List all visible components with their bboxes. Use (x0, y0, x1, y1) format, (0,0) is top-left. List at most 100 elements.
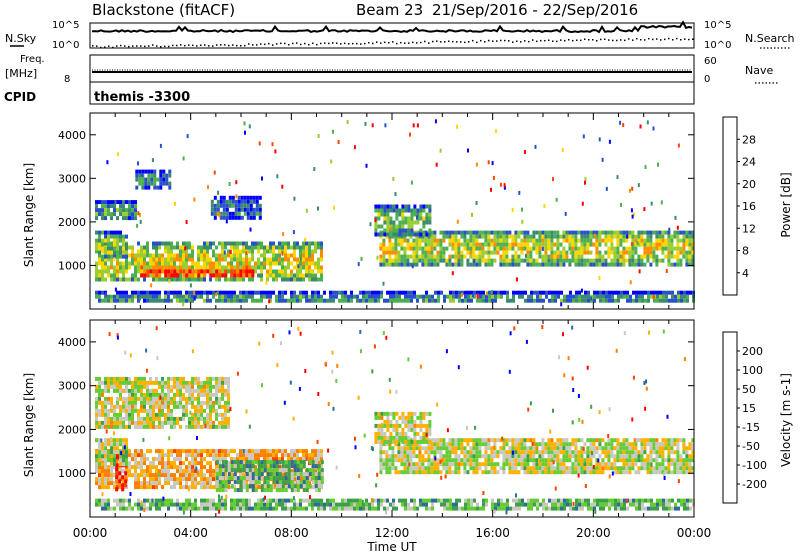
power-cell (203, 265, 206, 270)
power-noise (159, 143, 162, 148)
power-cell (185, 269, 189, 274)
power-cell (569, 298, 572, 303)
velocity-cell (257, 472, 261, 477)
power-cell (424, 258, 428, 263)
velocity-cell (535, 446, 539, 451)
power-cell (686, 294, 689, 299)
power-noise (552, 177, 554, 182)
velocity-cell (676, 462, 680, 467)
power-cell (685, 238, 689, 243)
power-cell (101, 200, 104, 205)
power-cell (469, 238, 473, 243)
velocity-cell (95, 420, 98, 425)
velocity-cell (571, 438, 575, 443)
power-cell (110, 242, 113, 247)
velocity-cell (131, 457, 134, 462)
velocity-cell (574, 454, 578, 459)
velocity-cell (475, 442, 479, 447)
power-cell (413, 220, 417, 225)
power-cell (538, 230, 542, 235)
velocity-cell (379, 450, 383, 455)
power-cell (155, 265, 159, 270)
power-cell (389, 294, 392, 299)
velocity-cell (658, 454, 662, 459)
power-cell (394, 258, 398, 263)
power-cell (451, 242, 455, 247)
power-cell (448, 254, 452, 259)
velocity-cell (424, 450, 428, 455)
power-cell (607, 234, 611, 239)
power-noise (317, 134, 320, 138)
velocity-cell (406, 458, 410, 463)
power-cell (141, 169, 145, 174)
velocity-cell (302, 453, 305, 458)
power-cell (194, 277, 197, 282)
power-cell (374, 224, 378, 229)
power-cell (545, 294, 548, 299)
velocity-cell (493, 466, 497, 471)
velocity-cell (520, 466, 524, 471)
power-cell (410, 216, 414, 221)
velocity-cell (173, 461, 176, 466)
power-cell (210, 203, 214, 208)
power-cell (134, 216, 137, 221)
power-cell (95, 273, 98, 278)
power-cell (155, 253, 158, 258)
velocity-cell (167, 416, 170, 421)
power-cell (667, 258, 671, 263)
velocity-cell (104, 438, 107, 443)
velocity-cell (116, 396, 119, 401)
power-cell (421, 254, 425, 259)
power-cell (170, 257, 173, 262)
power-cell (589, 258, 593, 263)
velocity-cell (607, 462, 611, 467)
power-cell (476, 298, 479, 303)
velocity-cell (535, 442, 539, 447)
power-cell (104, 250, 107, 255)
power-cell (243, 207, 247, 212)
power-cell (254, 298, 257, 303)
power-noise (265, 280, 268, 285)
velocity-cell (559, 458, 563, 463)
velocity-cell (167, 376, 170, 381)
velocity-cell (314, 469, 317, 474)
power-cell (296, 294, 299, 299)
velocity-cell (176, 481, 179, 486)
power-cell (583, 230, 587, 235)
velocity-cell (122, 454, 125, 459)
power-cell (167, 257, 170, 262)
power-cell (377, 294, 380, 299)
power-cell (541, 258, 545, 263)
power-cell (230, 261, 233, 266)
power-cell (362, 294, 365, 299)
velocity-cell (275, 488, 279, 493)
power-noise (268, 299, 271, 304)
power-cell (523, 246, 527, 251)
power-cell (155, 249, 158, 254)
power-cell (236, 249, 239, 254)
power-cell (527, 298, 530, 303)
power-cell (662, 294, 665, 299)
velocity-cell (107, 481, 110, 486)
velocity-cell (191, 396, 194, 401)
power-cell (460, 258, 464, 263)
velocity-cell (595, 466, 599, 471)
power-cell (499, 230, 503, 235)
velocity-cell (502, 438, 506, 443)
velocity-cell (401, 419, 405, 424)
power-cell (203, 298, 206, 303)
power-cell (601, 258, 605, 263)
velocity-cell (667, 458, 671, 463)
power-cell (467, 294, 470, 299)
velocity-cell (122, 481, 125, 486)
velocity-cell (257, 449, 260, 454)
velocity-cell (191, 416, 194, 421)
velocity-cell (200, 408, 203, 413)
velocity-cell (164, 404, 167, 409)
power-cell (418, 242, 422, 247)
power-cell (275, 294, 278, 299)
velocity-cell (392, 423, 396, 428)
power-cell (616, 250, 620, 255)
velocity-cell (155, 473, 158, 478)
power-cell (391, 250, 395, 255)
